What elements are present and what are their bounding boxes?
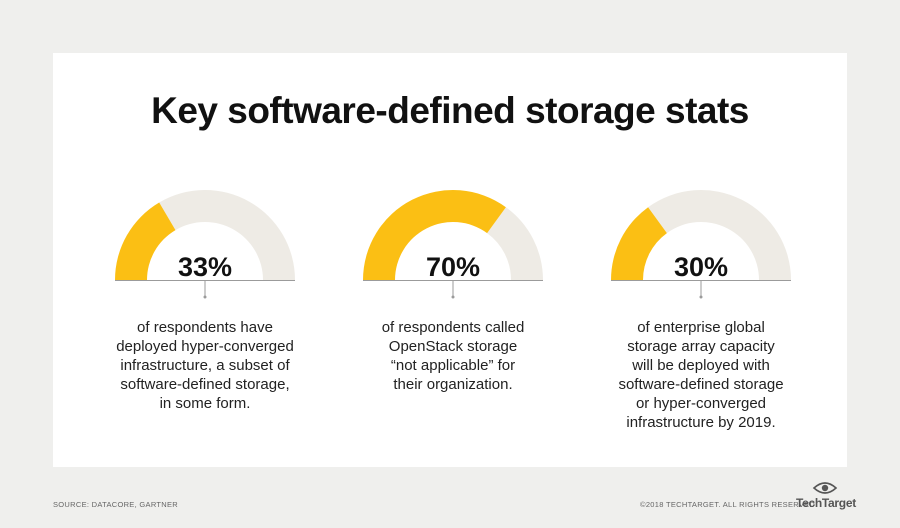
stat-3-value: 30% bbox=[673, 252, 729, 282]
stat-1-line: deployed hyper-converged bbox=[116, 338, 294, 355]
stat-2-line: “not applicable” for bbox=[390, 357, 516, 374]
stat-2-line: OpenStack storage bbox=[388, 338, 518, 355]
infographic-card bbox=[53, 53, 847, 467]
stat-3-line: software-defined storage bbox=[618, 376, 784, 393]
gauge-fill bbox=[115, 202, 176, 280]
stat-1-description: of respondents have deployed hyper-conve… bbox=[75, 318, 335, 413]
source-note: SOURCE: DATACORE, GARTNER bbox=[53, 500, 179, 509]
stat-1: 33% of respondents have deployed hyper-c… bbox=[115, 190, 315, 430]
gauge-connector-dot bbox=[451, 295, 455, 299]
copyright-note: ©2018 TECHTARGET. ALL RIGHTS RESERVED bbox=[640, 500, 816, 509]
stat-2: 70% of respondents called OpenStack stor… bbox=[363, 190, 563, 430]
stat-1-line: software-defined storage, bbox=[120, 376, 290, 393]
stat-2-value: 70% bbox=[425, 252, 481, 282]
stat-3-line: storage array capacity bbox=[627, 338, 775, 355]
stat-1-line: infrastructure, a subset of bbox=[120, 357, 290, 374]
techtarget-logo: TechTarget bbox=[796, 496, 856, 510]
stat-2-line: their organization. bbox=[393, 376, 513, 393]
gauge-connector-dot bbox=[203, 295, 207, 299]
gauge-1 bbox=[115, 190, 295, 299]
eye-icon bbox=[812, 482, 838, 494]
stat-3-line: will be deployed with bbox=[632, 357, 770, 374]
stat-2-description: of respondents called OpenStack storage … bbox=[323, 318, 583, 394]
stat-2-line: of respondents called bbox=[381, 319, 525, 336]
gauge-fill bbox=[611, 207, 667, 280]
stat-3: 30% of enterprise global storage array c… bbox=[611, 190, 811, 431]
gauge-track bbox=[487, 207, 543, 280]
gauge-track bbox=[159, 190, 295, 280]
stat-1-value: 33% bbox=[177, 252, 233, 282]
stat-1-line: in some form. bbox=[159, 395, 251, 412]
stat-3-line: infrastructure by 2019. bbox=[626, 414, 776, 431]
gauge-2 bbox=[363, 190, 543, 299]
stat-3-line: or hyper-converged bbox=[635, 395, 767, 412]
gauge-fill bbox=[363, 190, 506, 280]
stat-3-line: of enterprise global bbox=[637, 319, 765, 336]
page-title: Key software-defined storage stats bbox=[151, 90, 749, 131]
gauge-track bbox=[648, 190, 791, 280]
stat-3-description: of enterprise global storage array capac… bbox=[571, 318, 831, 432]
gauge-connector-dot bbox=[699, 295, 703, 299]
stat-1-line: of respondents have bbox=[137, 319, 273, 336]
gauge-3 bbox=[611, 190, 791, 299]
